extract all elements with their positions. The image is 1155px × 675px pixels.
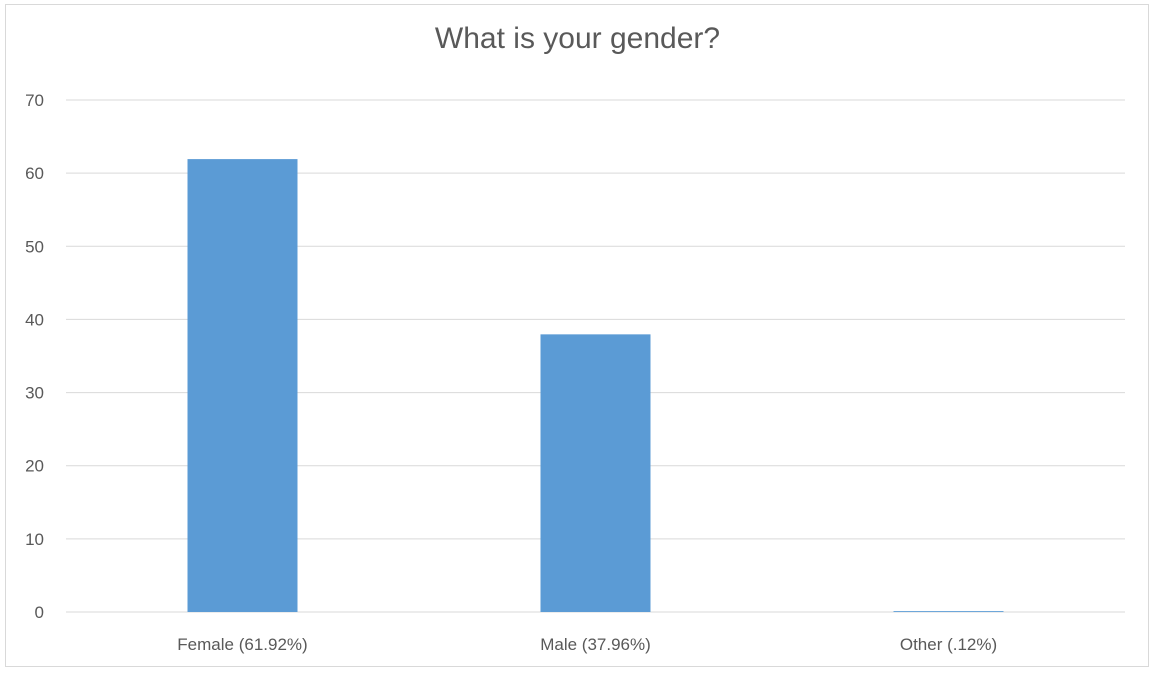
- x-category-label: Female (61.92%): [177, 635, 307, 654]
- y-tick-label: 20: [25, 457, 44, 476]
- y-tick-label: 50: [25, 237, 44, 256]
- y-tick-label: 30: [25, 384, 44, 403]
- chart-title: What is your gender?: [434, 22, 721, 55]
- x-axis-category-labels: Female (61.92%) Male (37.96%) Other (.12%): [177, 635, 997, 654]
- bars: [187, 159, 1004, 612]
- y-tick-label: 40: [25, 310, 44, 329]
- y-tick-label: 70: [25, 91, 44, 110]
- bar-2: [893, 611, 1004, 612]
- bar-0: [187, 159, 298, 612]
- y-axis-tick-labels: 0 10 20 30 40 50 60 70: [25, 91, 44, 622]
- bar-1: [540, 334, 651, 612]
- y-tick-label: 60: [25, 164, 44, 183]
- y-tick-label: 0: [35, 603, 44, 622]
- x-category-label: Other (.12%): [900, 635, 997, 654]
- x-category-label: Male (37.96%): [540, 635, 651, 654]
- y-tick-label: 10: [25, 530, 44, 549]
